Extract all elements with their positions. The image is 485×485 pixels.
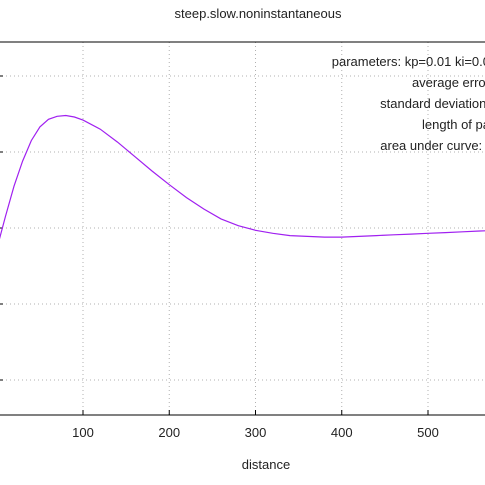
x-tick-labels: 100 200 300 400 500 — [72, 425, 439, 440]
plot-frame — [0, 41, 485, 416]
chart-title: steep.slow.noninstantaneous — [175, 6, 342, 21]
x-axis-label: distance — [242, 457, 290, 472]
annotation-line: average error — [412, 75, 485, 90]
x-tick-label: 500 — [417, 425, 439, 440]
tick-marks — [0, 75, 429, 415]
annotation-box: parameters: kp=0.01 ki=0.0 average error s… — [332, 54, 485, 153]
x-tick-label: 300 — [245, 425, 267, 440]
annotation-line: length of pa — [422, 117, 485, 132]
x-tick-label: 400 — [331, 425, 353, 440]
annotation-line: parameters: kp=0.01 ki=0.0 — [332, 54, 485, 69]
x-tick-label: 100 — [72, 425, 94, 440]
annotation-line: standard deviation: — [380, 96, 485, 111]
x-tick-label: 200 — [158, 425, 180, 440]
annotation-line: area under curve: 5 — [380, 138, 485, 153]
series-line — [0, 114, 485, 240]
